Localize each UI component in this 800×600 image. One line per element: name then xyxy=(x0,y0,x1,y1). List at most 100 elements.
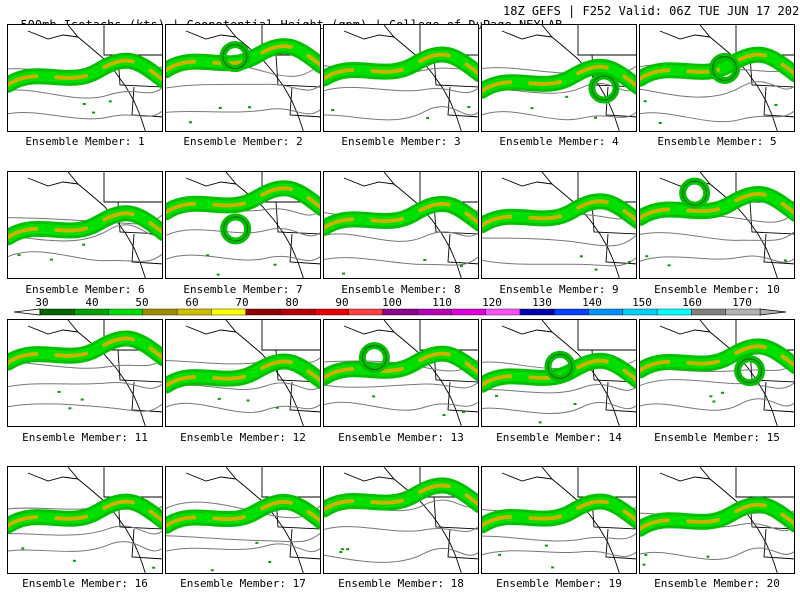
colorbar-tick-label: 130 xyxy=(532,296,552,309)
isotach-speckle xyxy=(248,106,252,109)
map-svg xyxy=(8,320,162,426)
height-contour xyxy=(8,541,162,552)
isotach-speckle xyxy=(594,116,598,119)
isotach-band-60 xyxy=(166,500,320,528)
height-contour xyxy=(482,257,636,267)
ensemble-map-panel xyxy=(639,171,795,279)
coastline-border xyxy=(343,320,478,426)
isotach-speckle xyxy=(255,541,259,544)
ensemble-member-label: Ensemble Member: 11 xyxy=(22,431,148,444)
coastline-border xyxy=(659,467,794,573)
map-svg xyxy=(482,467,636,573)
isotach-speckle xyxy=(21,547,25,550)
isotach-speckle xyxy=(331,109,335,112)
height-contour xyxy=(482,234,636,247)
isotach-speckle xyxy=(80,398,84,401)
map-svg xyxy=(482,25,636,131)
height-contour xyxy=(482,384,636,394)
colorbar-svg: 30 40 50 60 70 80 90 100 110 120 130 140 150 160 170 xyxy=(13,296,787,316)
colorbar-swatch xyxy=(656,308,692,316)
isotach-speckle xyxy=(218,106,222,109)
isotach-speckle xyxy=(573,403,577,406)
ensemble-map-panel xyxy=(323,171,479,279)
header-run-info: 18Z GEFS | F252 Valid: 06Z TUE JUN 17 20… xyxy=(503,4,800,18)
height-contour xyxy=(8,358,162,369)
height-contour xyxy=(166,228,320,237)
isotach-speckle xyxy=(709,395,713,398)
ensemble-map-panel xyxy=(165,24,321,132)
colorbar-tick-label: 40 xyxy=(85,296,98,309)
isotach-band-60 xyxy=(8,336,162,365)
isotach-speckle xyxy=(643,100,647,103)
coastline-border xyxy=(343,25,478,131)
isotach-speckle xyxy=(372,395,376,398)
isotach-speckle xyxy=(644,553,648,556)
colorbar-swatch xyxy=(416,308,452,316)
isotach-speckle xyxy=(49,258,53,261)
colorbar-swatch xyxy=(691,308,726,316)
isotach-band-60 xyxy=(8,58,162,87)
height-contour xyxy=(482,111,636,121)
isotach-speckle xyxy=(783,259,787,262)
colorbar-swatch xyxy=(725,308,761,316)
isotach-speckle xyxy=(498,553,502,556)
ensemble-member-label: Ensemble Member: 15 xyxy=(654,431,780,444)
isotach-speckle xyxy=(92,111,96,114)
isotach-speckle xyxy=(645,255,649,258)
isotach-speckle xyxy=(17,254,21,257)
colorbar-tick-label: 30 xyxy=(35,296,48,309)
isotach-speckle xyxy=(712,400,716,403)
height-contour xyxy=(640,231,794,242)
colorbar-swatch xyxy=(211,308,246,316)
cutoff-low-outline xyxy=(547,353,573,379)
map-svg xyxy=(166,25,320,131)
height-contour xyxy=(166,532,320,543)
ensemble-map-panel xyxy=(639,24,795,132)
isotach-speckle xyxy=(68,407,72,410)
cutoff-low-outline xyxy=(737,358,763,384)
ensemble-map-panel xyxy=(7,171,163,279)
colorbar-tick-label: 70 xyxy=(235,296,248,309)
isotach-band-60 xyxy=(640,192,794,221)
ensemble-map-panel xyxy=(165,171,321,279)
height-contour xyxy=(166,83,320,91)
isotach-speckle xyxy=(530,107,534,110)
isotach-speckle xyxy=(551,566,555,569)
isotach-speckle xyxy=(642,563,646,566)
isotach-band-60 xyxy=(324,52,478,81)
map-svg xyxy=(324,25,478,131)
map-svg xyxy=(640,25,794,131)
isotach-band-60 xyxy=(324,351,478,380)
cutoff-low-outline xyxy=(222,44,248,70)
cutoff-low-outline xyxy=(591,75,617,101)
isotach-speckle xyxy=(459,265,463,268)
isotach-speckle xyxy=(627,260,631,263)
map-svg xyxy=(640,467,794,573)
colorbar-swatch xyxy=(108,308,144,316)
isotach-speckle xyxy=(423,258,427,261)
map-svg xyxy=(324,320,478,426)
isotach-speckle xyxy=(706,555,710,558)
coastline-border xyxy=(27,467,162,573)
ensemble-member-label: Ensemble Member: 13 xyxy=(338,431,464,444)
height-contour xyxy=(324,526,478,533)
ensemble-member-label: Ensemble Member: 18 xyxy=(338,577,464,590)
colorbar-swatch xyxy=(554,308,589,316)
ensemble-map-panel xyxy=(7,24,163,132)
colorbar-tick-label: 170 xyxy=(732,296,752,309)
height-contour xyxy=(8,110,162,120)
isotach-speckle xyxy=(426,116,430,119)
ensemble-map-panel xyxy=(7,319,163,427)
ensemble-map-panel xyxy=(639,319,795,427)
height-contour xyxy=(324,86,478,94)
coastline-border xyxy=(27,25,162,131)
colorbar-tick-label: 110 xyxy=(432,296,452,309)
colorbar-tick-label: 120 xyxy=(482,296,502,309)
coastline-border xyxy=(659,320,794,426)
colorbar-tick-label: 100 xyxy=(382,296,402,309)
height-contour xyxy=(640,398,794,411)
colorbar-swatch xyxy=(39,308,75,316)
height-contour xyxy=(8,87,162,99)
colorbar-tick-label: 80 xyxy=(285,296,298,309)
ensemble-map-panel xyxy=(481,319,637,427)
